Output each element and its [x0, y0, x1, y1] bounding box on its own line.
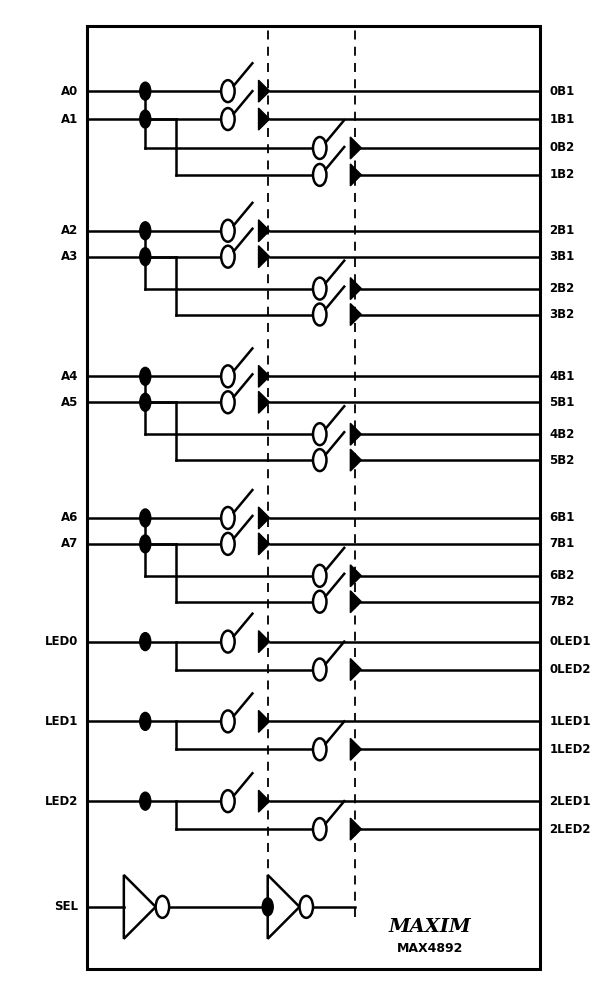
Circle shape [313, 278, 327, 300]
Text: 1LED1: 1LED1 [549, 715, 591, 728]
Text: 0B1: 0B1 [549, 85, 574, 98]
Circle shape [221, 710, 235, 732]
Circle shape [221, 391, 235, 413]
Polygon shape [351, 565, 362, 587]
Text: 0LED2: 0LED2 [549, 663, 591, 676]
Text: 0LED1: 0LED1 [549, 635, 591, 648]
Polygon shape [351, 278, 362, 300]
Circle shape [221, 246, 235, 268]
Text: 5B2: 5B2 [549, 454, 574, 467]
Circle shape [262, 898, 273, 916]
Polygon shape [258, 80, 269, 102]
Text: A5: A5 [60, 396, 78, 409]
Circle shape [140, 222, 151, 240]
Polygon shape [351, 738, 362, 760]
Text: MAXIM: MAXIM [389, 918, 471, 936]
Polygon shape [351, 137, 362, 159]
Polygon shape [351, 659, 362, 680]
Text: SEL: SEL [54, 900, 78, 913]
Text: 6B2: 6B2 [549, 569, 574, 582]
Circle shape [140, 633, 151, 651]
Text: A0: A0 [61, 85, 78, 98]
Circle shape [313, 738, 327, 760]
Circle shape [156, 896, 169, 918]
Text: 3B2: 3B2 [549, 308, 574, 321]
Polygon shape [351, 449, 362, 471]
Text: 0B2: 0B2 [549, 141, 574, 154]
Polygon shape [258, 108, 269, 130]
Text: 2LED2: 2LED2 [549, 823, 591, 836]
Text: LED1: LED1 [44, 715, 78, 728]
Circle shape [140, 535, 151, 553]
Text: 1LED2: 1LED2 [549, 743, 591, 756]
FancyBboxPatch shape [87, 26, 540, 969]
Circle shape [313, 818, 327, 840]
Text: LED0: LED0 [44, 635, 78, 648]
Circle shape [313, 565, 327, 587]
Circle shape [221, 507, 235, 529]
Text: 7B1: 7B1 [549, 537, 574, 550]
Text: 4B2: 4B2 [549, 428, 574, 441]
Polygon shape [351, 304, 362, 325]
Circle shape [313, 659, 327, 680]
Text: A3: A3 [61, 250, 78, 263]
Circle shape [313, 164, 327, 186]
Polygon shape [351, 591, 362, 613]
Circle shape [221, 80, 235, 102]
Circle shape [300, 896, 313, 918]
Text: 2B1: 2B1 [549, 224, 574, 237]
Polygon shape [258, 631, 269, 653]
Circle shape [140, 248, 151, 266]
Circle shape [221, 533, 235, 555]
Circle shape [140, 509, 151, 527]
Circle shape [140, 712, 151, 730]
Polygon shape [258, 391, 269, 413]
Circle shape [221, 790, 235, 812]
Text: 6B1: 6B1 [549, 511, 574, 524]
Polygon shape [258, 790, 269, 812]
Text: MAX4892: MAX4892 [397, 942, 463, 955]
Circle shape [140, 792, 151, 810]
Text: 2B2: 2B2 [549, 282, 574, 295]
Circle shape [140, 82, 151, 100]
Circle shape [313, 304, 327, 325]
Circle shape [221, 220, 235, 242]
Polygon shape [351, 164, 362, 186]
Text: 4B1: 4B1 [549, 370, 574, 383]
Polygon shape [258, 507, 269, 529]
Text: A2: A2 [61, 224, 78, 237]
Circle shape [140, 393, 151, 411]
Text: 5B1: 5B1 [549, 396, 574, 409]
Polygon shape [351, 423, 362, 445]
Circle shape [140, 110, 151, 128]
Text: A6: A6 [60, 511, 78, 524]
Text: A4: A4 [60, 370, 78, 383]
Circle shape [313, 137, 327, 159]
Polygon shape [258, 220, 269, 242]
Text: 1B1: 1B1 [549, 113, 574, 126]
Text: A7: A7 [61, 537, 78, 550]
Circle shape [313, 423, 327, 445]
Polygon shape [258, 533, 269, 555]
Polygon shape [351, 818, 362, 840]
Circle shape [221, 108, 235, 130]
Text: 3B1: 3B1 [549, 250, 574, 263]
Circle shape [140, 367, 151, 385]
Text: LED2: LED2 [44, 795, 78, 808]
Text: 1B2: 1B2 [549, 168, 574, 181]
Polygon shape [258, 365, 269, 387]
Circle shape [221, 365, 235, 387]
Polygon shape [258, 246, 269, 268]
Circle shape [313, 449, 327, 471]
Polygon shape [258, 710, 269, 732]
Circle shape [221, 631, 235, 653]
Text: A1: A1 [61, 113, 78, 126]
Text: 2LED1: 2LED1 [549, 795, 591, 808]
Text: 7B2: 7B2 [549, 595, 574, 608]
Circle shape [313, 591, 327, 613]
